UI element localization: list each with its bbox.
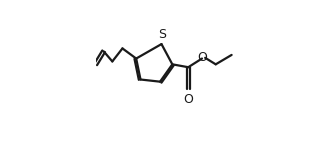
- Text: S: S: [158, 28, 166, 41]
- Text: O: O: [183, 93, 193, 106]
- Text: O: O: [197, 51, 207, 64]
